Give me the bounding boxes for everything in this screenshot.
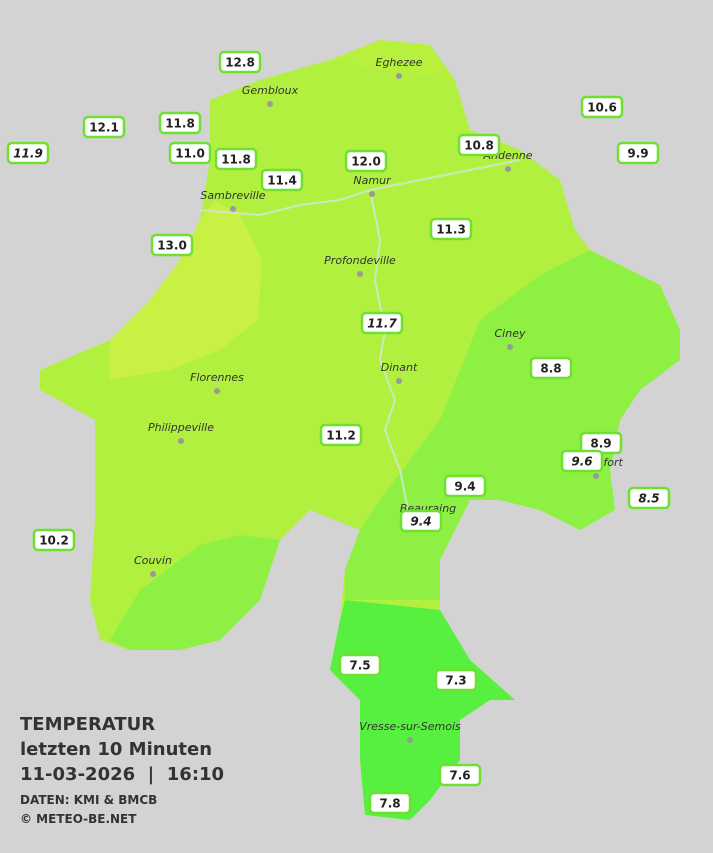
city-label: Philippeville (148, 421, 214, 434)
city-dot (150, 571, 156, 577)
city-dot (593, 473, 599, 479)
city-label: Namur (353, 174, 392, 187)
river (369, 189, 411, 521)
station-value: 11.9 (13, 147, 43, 161)
city-label: Ciney (495, 327, 526, 340)
station-value: 7.6 (449, 769, 470, 783)
station-value: 11.0 (175, 147, 205, 161)
station-value: 10.6 (587, 101, 617, 115)
station-value: 7.5 (349, 659, 370, 673)
station-value: 12.8 (225, 56, 255, 70)
station-box (529, 356, 573, 380)
station-box (158, 111, 202, 135)
city-dot (369, 191, 375, 197)
station-value: 9.4 (410, 515, 431, 529)
zone-warm (110, 200, 262, 380)
station-value: 11.2 (326, 429, 356, 443)
station-box (6, 141, 50, 165)
station-value: 11.3 (436, 223, 466, 237)
station-box (360, 311, 404, 335)
city-label: Couvin (134, 554, 172, 567)
station-box (218, 50, 262, 74)
station-value: 8.8 (540, 362, 561, 376)
city-dot (357, 271, 363, 277)
copyright: © METEO-BE.NET (20, 812, 137, 826)
city-label: Florennes (190, 371, 244, 384)
station-box (457, 133, 501, 157)
station-value: 11.7 (367, 317, 397, 331)
station-box (434, 668, 478, 692)
station-value: 10.8 (464, 139, 494, 153)
city-label: Eghezee (376, 56, 423, 69)
city-dot (396, 73, 402, 79)
datetime: 11-03-2026 | 16:10 (20, 764, 224, 785)
station-value: 8.5 (638, 492, 659, 506)
station-box (580, 95, 624, 119)
station-box (260, 168, 304, 192)
station-value: 12.1 (89, 121, 119, 135)
station-value: 9.4 (454, 480, 475, 494)
source: DATEN: KMI & BMCB (20, 793, 157, 807)
city-label: Gembloux (242, 84, 299, 97)
station-box (399, 509, 443, 533)
city-dot (396, 378, 402, 384)
station-box (338, 653, 382, 677)
city-label: Vresse-sur-Semois (359, 720, 461, 733)
river (199, 159, 521, 217)
station-value: 11.4 (267, 174, 297, 188)
station-box (82, 115, 126, 139)
station-box (344, 149, 388, 173)
station-box (168, 141, 212, 165)
station-box (443, 474, 487, 498)
zone-southwest (110, 535, 280, 650)
station-value: 11.8 (165, 117, 195, 131)
city-dot (178, 438, 184, 444)
title: TEMPERATUR (20, 714, 155, 735)
station-value: 9.9 (627, 147, 648, 161)
station-value: 7.3 (445, 674, 466, 688)
city-dot (407, 737, 413, 743)
station-value: 8.9 (590, 437, 611, 451)
station-box (429, 217, 473, 241)
station-value: 7.8 (379, 797, 400, 811)
station-box (616, 141, 660, 165)
station-box (368, 791, 412, 815)
station-box (150, 233, 194, 257)
station-box (319, 423, 363, 447)
city-label: Profondeville (324, 254, 396, 267)
city-dot (505, 166, 511, 172)
zone-north (330, 40, 455, 80)
station-value: 10.2 (39, 534, 69, 548)
station-value: 12.0 (351, 155, 381, 169)
station-value: 13.0 (157, 239, 187, 253)
station-box (438, 763, 482, 787)
station-value: 9.6 (571, 455, 592, 469)
city-label: Dinant (381, 361, 418, 374)
city-dot (230, 206, 236, 212)
station-box (32, 528, 76, 552)
city-dot (214, 388, 220, 394)
city-dot (267, 101, 273, 107)
city-label: Sambreville (200, 189, 265, 202)
station-box (560, 449, 604, 473)
subtitle: letzten 10 Minuten (20, 739, 212, 760)
station-box (627, 486, 671, 510)
station-box (214, 147, 258, 171)
city-dot (507, 344, 513, 350)
station-value: 11.8 (221, 153, 251, 167)
